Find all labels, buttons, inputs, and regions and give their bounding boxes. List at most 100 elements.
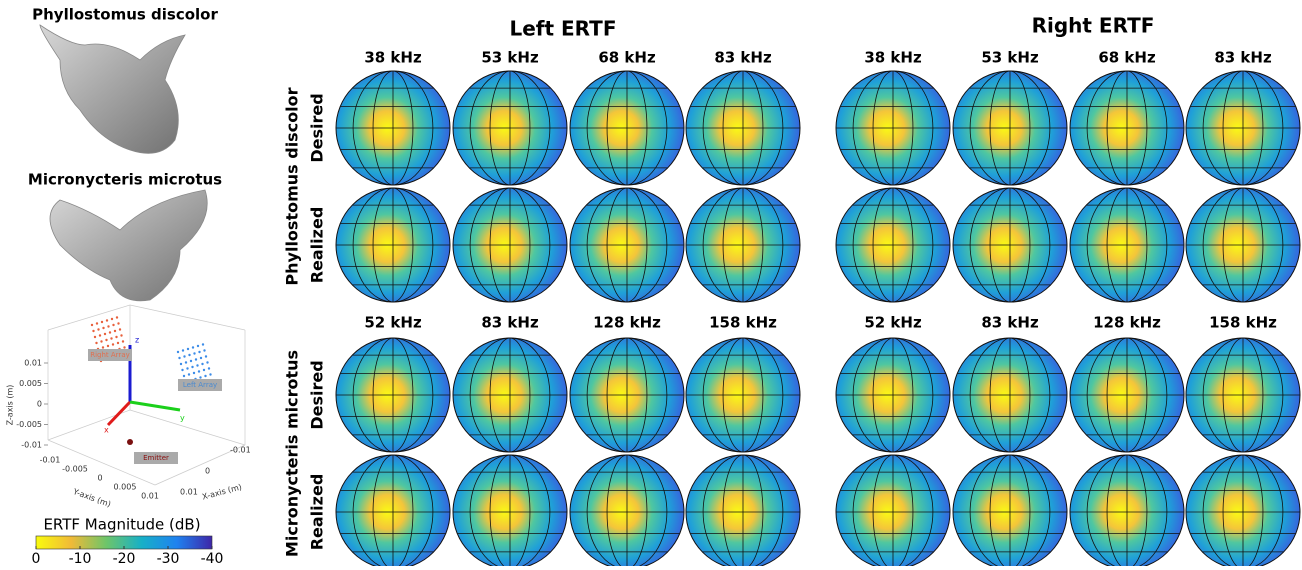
array-dot xyxy=(193,352,196,355)
ertf-sphere xyxy=(569,187,685,303)
array-dot xyxy=(110,337,113,340)
array-dot xyxy=(178,356,181,360)
frequency-label: 38 kHz xyxy=(864,49,922,67)
array-dot xyxy=(107,325,110,328)
species-row-label: Micronycteris microtus xyxy=(283,350,302,557)
array-dot xyxy=(186,367,189,370)
array-dot xyxy=(105,338,108,342)
frequency-label: 53 kHz xyxy=(981,49,1039,67)
array-dot xyxy=(121,340,125,343)
array-dot xyxy=(203,349,206,352)
axis-letter: z xyxy=(135,336,139,345)
ertf-sphere xyxy=(1185,70,1301,186)
array-dot xyxy=(117,322,120,325)
ertf-sphere xyxy=(1185,337,1301,453)
ertf-sphere xyxy=(835,454,951,570)
z-tick-label: 0 xyxy=(37,400,42,409)
frequency-label: 158 kHz xyxy=(1209,314,1277,332)
ertf-sphere xyxy=(685,337,801,453)
array-dot xyxy=(123,346,126,349)
tag-label: Emitter xyxy=(143,454,169,462)
array-dot xyxy=(105,319,109,322)
array-dot xyxy=(207,367,211,370)
array-dot xyxy=(95,341,98,345)
y-arrow xyxy=(129,400,181,412)
box-edge xyxy=(47,439,156,486)
array-dot xyxy=(202,368,206,372)
box-edge xyxy=(129,409,246,446)
array-dot xyxy=(115,335,118,339)
ertf-sphere xyxy=(1069,454,1185,570)
ertf-sphere xyxy=(1069,187,1185,303)
array-dot xyxy=(201,362,204,366)
array-dot xyxy=(194,358,198,361)
array-dot xyxy=(182,374,186,378)
frequency-label: 53 kHz xyxy=(481,49,539,67)
array-dot xyxy=(196,364,199,367)
array-dot xyxy=(98,334,102,337)
ertf-sphere xyxy=(452,187,568,303)
array-dot xyxy=(113,329,117,333)
ertf-sphere xyxy=(952,70,1068,186)
frequency-label: 83 kHz xyxy=(1214,49,1272,67)
colorbar-tick-label: -30 xyxy=(157,551,180,566)
array-dot xyxy=(106,344,110,348)
array-dot xyxy=(97,328,100,331)
array-dot xyxy=(204,355,208,358)
frequency-label: 38 kHz xyxy=(364,49,422,67)
box-edge xyxy=(129,304,246,331)
array-dot xyxy=(189,359,193,363)
array-dot xyxy=(181,349,185,352)
ertf-sphere xyxy=(1185,187,1301,303)
array-dot xyxy=(183,355,186,358)
array-dot xyxy=(100,340,103,343)
frequency-label: 52 kHz xyxy=(864,314,922,332)
array-dot xyxy=(102,326,105,330)
frequency-label: 68 kHz xyxy=(598,49,656,67)
frequency-label: 83 kHz xyxy=(714,49,772,67)
plot-3d: 0.010.0050-0.005-0.01-0.01-0.00500.0050.… xyxy=(6,304,251,509)
ertf-sphere xyxy=(569,70,685,186)
x-tick-label: 0.01 xyxy=(180,488,198,497)
tag-box xyxy=(178,379,222,391)
tag-box xyxy=(88,349,132,361)
array-dot xyxy=(95,322,99,325)
ertf-sphere xyxy=(569,454,685,570)
z-tick-label: -0.01 xyxy=(21,441,42,450)
ertf-sphere xyxy=(452,70,568,186)
array-dot xyxy=(176,350,180,354)
condition-label: Realized xyxy=(308,474,327,551)
frequency-label: 128 kHz xyxy=(1093,314,1161,332)
array-dot xyxy=(198,350,201,354)
bat-model xyxy=(49,189,208,302)
colorbar-label: ERTF Magnitude (dB) xyxy=(43,516,200,534)
y-tick-label: -0.01 xyxy=(40,456,61,465)
ertf-sphere xyxy=(952,454,1068,570)
array-dot xyxy=(186,347,190,351)
array-dot xyxy=(103,332,107,336)
z-tick-label: 0.01 xyxy=(24,359,42,368)
array-dot xyxy=(188,353,191,357)
ertf-sphere xyxy=(335,337,451,453)
array-dot xyxy=(93,335,97,339)
box-edge xyxy=(47,304,131,331)
array-dot xyxy=(116,341,120,345)
z-axis-label: Z-axis (m) xyxy=(6,385,15,426)
frequency-label: 158 kHz xyxy=(709,314,777,332)
ertf-sphere xyxy=(452,454,568,570)
ertf-sphere xyxy=(1069,337,1185,453)
array-dot xyxy=(184,361,188,364)
array-dot xyxy=(201,343,205,346)
side-title: Right ERTF xyxy=(1032,14,1155,38)
y-axis-label: Y-axis (m) xyxy=(71,487,112,509)
axis-letter: y xyxy=(180,414,185,423)
array-dot xyxy=(111,343,115,346)
side-title: Left ERTF xyxy=(509,17,616,41)
y-tick-label: 0.005 xyxy=(114,483,137,492)
axis-letter: x xyxy=(104,426,109,435)
array-dot xyxy=(112,323,115,327)
y-tick-label: -0.005 xyxy=(62,465,88,474)
colorbar-tick-label: 0 xyxy=(32,551,41,566)
array-dot xyxy=(92,329,95,333)
y-tick-label: 0 xyxy=(97,474,102,483)
